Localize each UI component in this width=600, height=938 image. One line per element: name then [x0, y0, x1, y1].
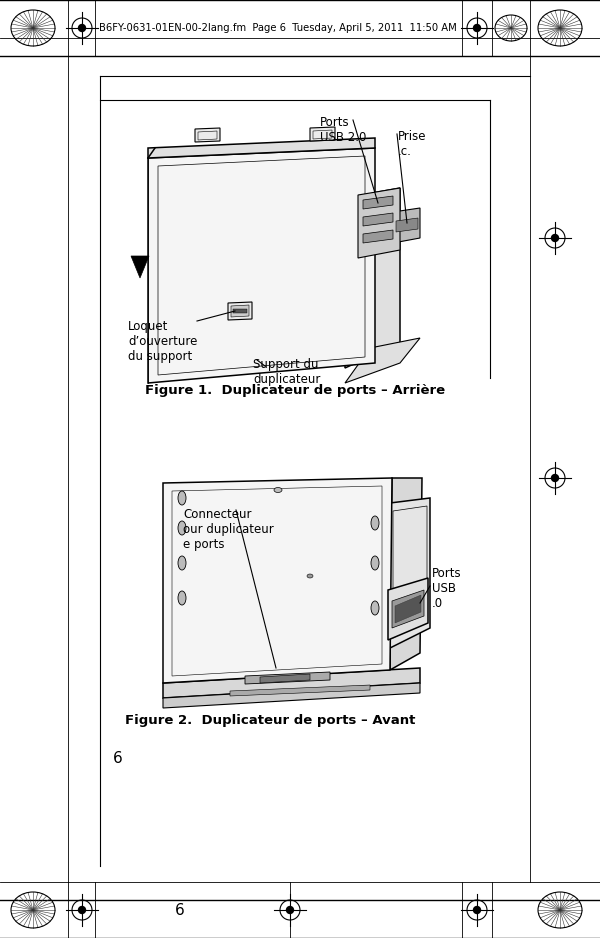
Polygon shape: [195, 128, 220, 142]
Polygon shape: [390, 498, 430, 648]
Text: Figure 2.  Duplicateur de ports – Avant: Figure 2. Duplicateur de ports – Avant: [125, 714, 415, 727]
Polygon shape: [245, 672, 330, 684]
Polygon shape: [131, 256, 149, 278]
Ellipse shape: [178, 491, 186, 505]
Ellipse shape: [178, 556, 186, 570]
Ellipse shape: [371, 601, 379, 615]
Ellipse shape: [274, 488, 282, 492]
Text: Ports
USB
.0: Ports USB .0: [432, 567, 461, 610]
Polygon shape: [310, 127, 335, 141]
Text: Ports
USB 2.0: Ports USB 2.0: [320, 116, 367, 144]
Polygon shape: [363, 213, 393, 226]
Circle shape: [473, 24, 481, 32]
Ellipse shape: [371, 516, 379, 530]
Text: 6: 6: [175, 902, 185, 917]
Polygon shape: [148, 138, 375, 158]
Polygon shape: [230, 685, 370, 696]
Polygon shape: [260, 674, 310, 683]
Polygon shape: [393, 208, 420, 243]
Polygon shape: [396, 218, 418, 232]
Polygon shape: [163, 478, 392, 683]
Ellipse shape: [178, 521, 186, 535]
Circle shape: [287, 906, 293, 914]
Polygon shape: [388, 578, 428, 640]
Text: Prise
.c.: Prise .c.: [398, 130, 427, 158]
Circle shape: [79, 24, 86, 32]
Polygon shape: [345, 188, 400, 368]
Ellipse shape: [307, 574, 313, 578]
Polygon shape: [163, 683, 420, 708]
Polygon shape: [231, 305, 249, 317]
Text: Support du
duplicateur: Support du duplicateur: [253, 358, 320, 386]
Bar: [233, 309, 247, 313]
Circle shape: [551, 475, 559, 481]
Text: 6: 6: [113, 750, 123, 765]
Text: Loquet
d’ouverture
du support: Loquet d’ouverture du support: [128, 320, 197, 363]
Polygon shape: [395, 595, 421, 623]
Circle shape: [473, 906, 481, 914]
Polygon shape: [163, 668, 420, 698]
Polygon shape: [363, 230, 393, 243]
Ellipse shape: [371, 556, 379, 570]
Circle shape: [551, 234, 559, 241]
Polygon shape: [228, 302, 252, 320]
Polygon shape: [345, 338, 420, 383]
Text: Figure 1.  Duplicateur de ports – Arrière: Figure 1. Duplicateur de ports – Arrière: [145, 384, 445, 397]
Polygon shape: [148, 148, 375, 383]
Ellipse shape: [178, 591, 186, 605]
Circle shape: [79, 906, 86, 914]
Text: B6FY-0631-01EN-00-2lang.fm  Page 6  Tuesday, April 5, 2011  11:50 AM: B6FY-0631-01EN-00-2lang.fm Page 6 Tuesda…: [99, 23, 457, 33]
Polygon shape: [358, 188, 400, 258]
Text: Connecteur
our duplicateur
e ports: Connecteur our duplicateur e ports: [183, 508, 274, 551]
Polygon shape: [390, 478, 422, 670]
Polygon shape: [363, 196, 393, 209]
Polygon shape: [392, 590, 424, 628]
